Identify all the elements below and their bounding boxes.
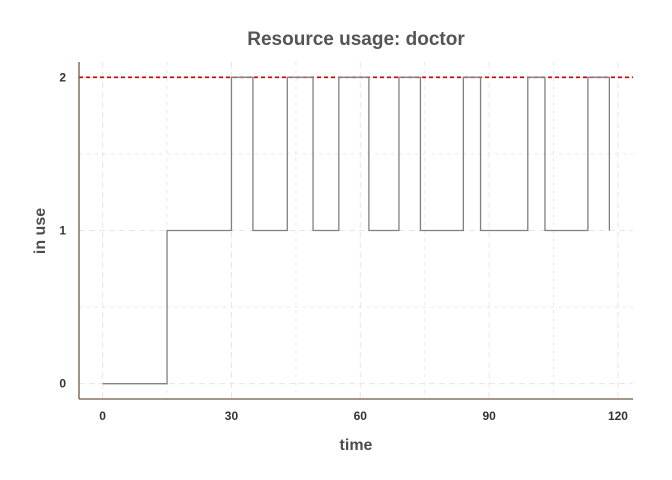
y-tick-label: 0 xyxy=(59,377,66,391)
y-tick-label: 2 xyxy=(59,70,66,84)
x-tick-label: 0 xyxy=(99,409,106,423)
x-axis-label: time xyxy=(340,437,373,454)
x-tick-label: 30 xyxy=(225,409,239,423)
usage-step-line xyxy=(102,76,611,385)
x-tick-label: 60 xyxy=(354,409,368,423)
y-tick-label: 1 xyxy=(59,224,66,238)
series-group xyxy=(102,76,611,385)
x-tick-label: 120 xyxy=(608,409,628,423)
tick-labels: 0 30 60 90 120 0 1 2 xyxy=(59,70,628,423)
axes xyxy=(78,62,633,400)
y-axis-label: in use xyxy=(32,208,49,254)
x-tick-label: 90 xyxy=(482,409,496,423)
chart-title: Resource usage: doctor xyxy=(247,29,465,50)
